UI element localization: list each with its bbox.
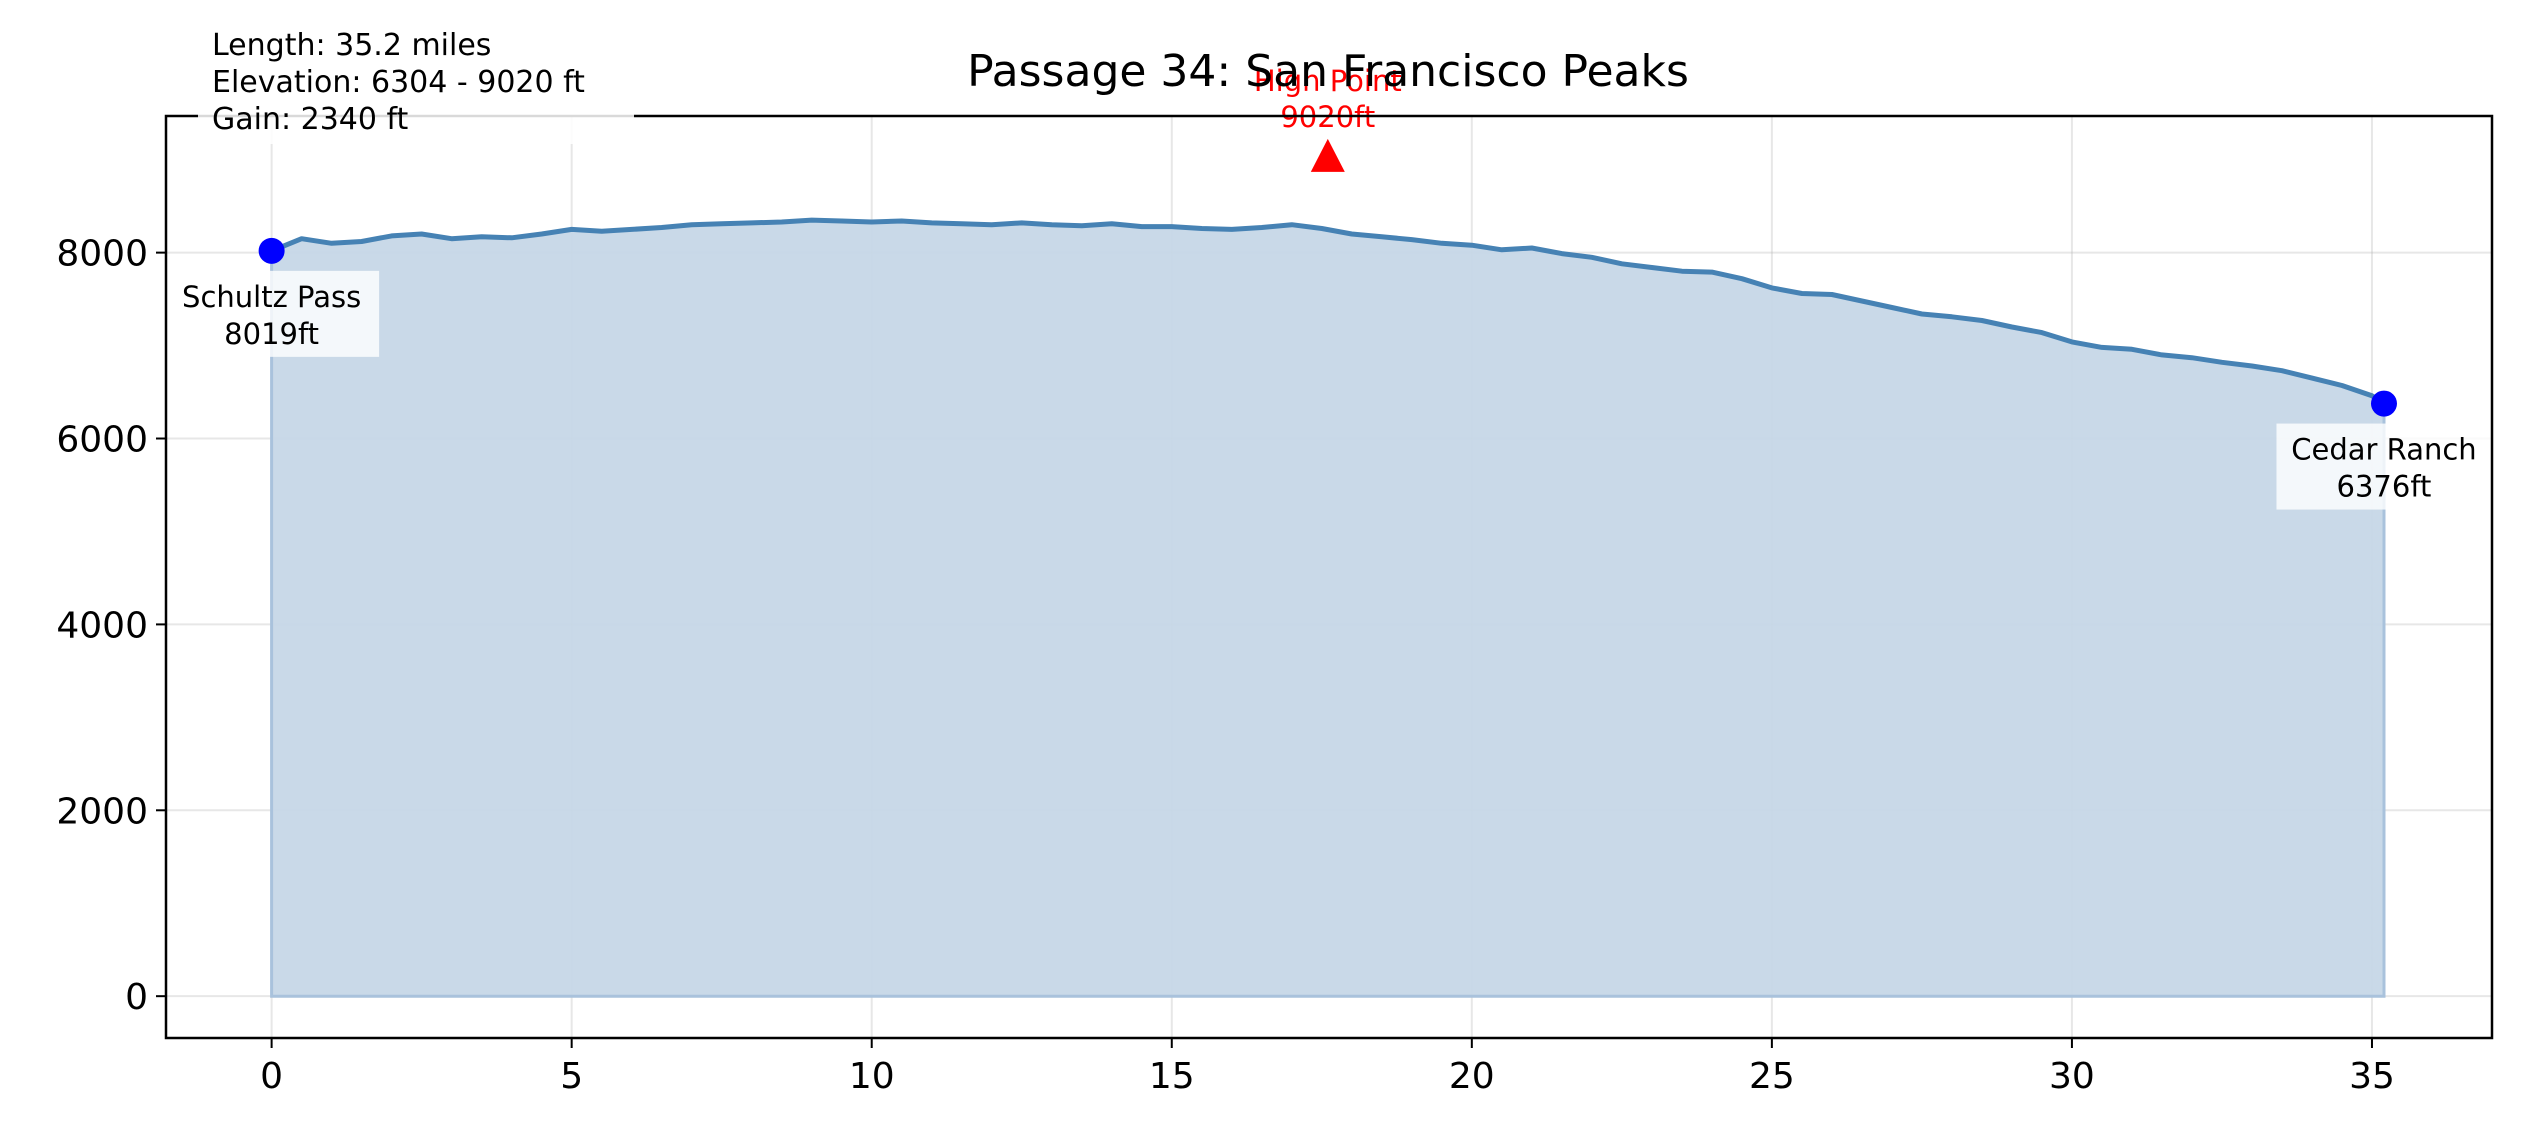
start-name-label: Schultz Pass [182,280,361,314]
y-tick-label: 6000 [56,420,148,461]
stats-box-background [198,22,634,144]
tick-layer: 0 5 10 15 20 25 30 35 0 2000 4000 6000 8000 [56,234,2395,1097]
start-point-marker [258,237,285,264]
x-tick-label: 35 [2349,1056,2395,1097]
marker-layer [258,138,2397,417]
y-tick-label: 8000 [56,234,148,275]
start-label-box [164,270,380,357]
high-point-name-label: High Point [1254,64,1402,98]
start-elevation-label: 8019ft [224,317,319,351]
plot-frame [164,114,2494,1040]
y-tick-label: 4000 [56,605,148,646]
x-tick-label: 10 [849,1056,895,1097]
end-name-label: Cedar Ranch [2291,433,2476,467]
y-tick-label: 2000 [56,791,148,832]
line-layer [270,217,2386,406]
stats-gain: Gain: 2340 ft [212,102,409,137]
high-point-marker [1310,138,1345,172]
elevation-line [270,217,2386,406]
x-tick-label: 0 [260,1056,283,1097]
end-point-marker [2370,390,2397,417]
stats-elevation: Elevation: 6304 - 9020 ft [212,65,585,100]
chart-title: Passage 34: San Francisco Peaks [967,46,1689,97]
stats-length: Length: 35.2 miles [212,28,491,63]
stats-box: Length: 35.2 miles Elevation: 6304 - 902… [198,22,634,144]
x-tick-label: 30 [2049,1056,2095,1097]
x-tick-label: 25 [1749,1056,1795,1097]
end-elevation-label: 6376ft [2337,470,2432,504]
end-label-box [2276,423,2492,510]
x-tick-label: 5 [560,1056,583,1097]
x-tick-label: 15 [1149,1056,1195,1097]
y-tick-label: 0 [125,977,148,1018]
x-tick-label: 20 [1449,1056,1495,1097]
